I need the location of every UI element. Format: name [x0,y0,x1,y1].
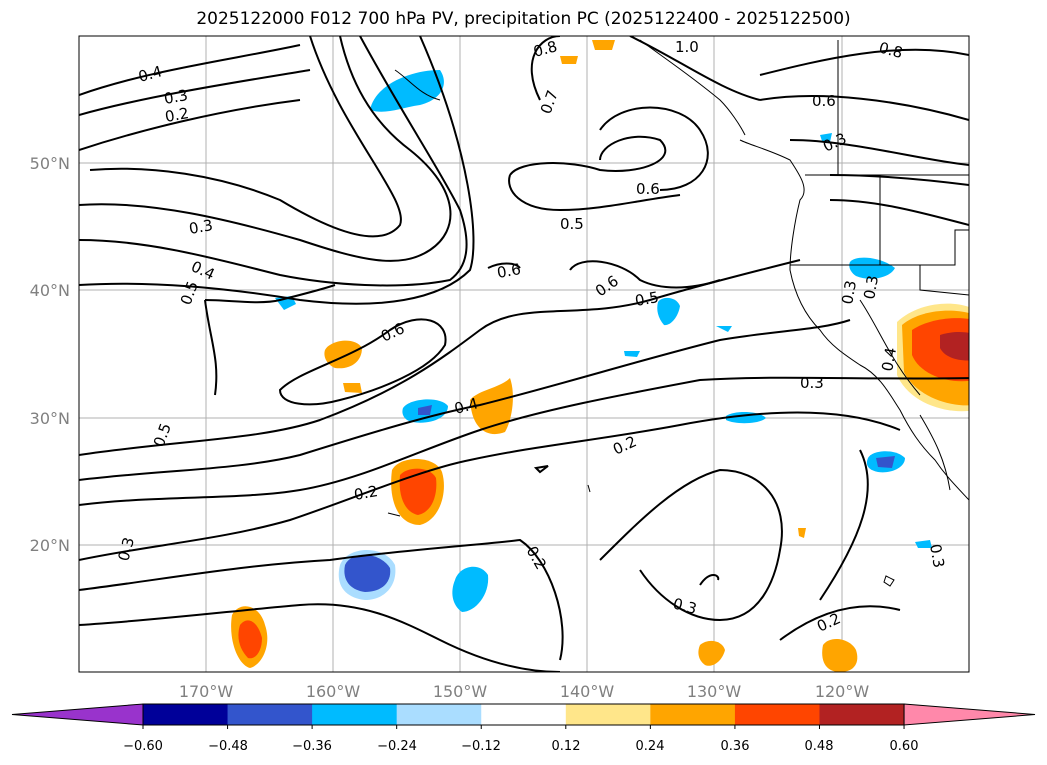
contour-label: 1.0 [675,38,699,56]
colorbar-segment [312,704,398,725]
contour-label: 0.8 [877,38,905,62]
contour-label: 0.2 [353,482,380,504]
lat-label: 30°N [30,409,70,428]
contour-label: 0.4 [136,62,164,86]
colorbar-segment [565,704,651,725]
colorbar-segment [481,704,567,725]
colorbar [11,703,1036,729]
colorbar-tick-label: 0.60 [890,739,919,754]
lon-label: 140°W [560,682,615,701]
colorbar-ticks: −0.60 −0.48 −0.36 −0.24 −0.12 0.12 0.24 … [123,739,918,754]
lat-label: 50°N [30,154,70,173]
colorbar-segment [227,704,313,725]
map-title: 2025122000 F012 700 hPa PV, precipitatio… [196,9,851,29]
contour-label: 0.8 [531,37,559,61]
colorbar-tick-label: −0.36 [292,739,332,754]
coastlines [387,39,969,587]
contour-label: 0.3 [926,543,948,570]
lon-label: 170°W [179,682,234,701]
contour-label: 0.6 [496,260,523,282]
contour-label: 0.5 [560,215,584,233]
lat-label: 40°N [30,281,70,300]
colorbar-tick-label: −0.12 [461,739,501,754]
colorbar-tick-label: 0.48 [805,739,834,754]
contour-label: 0.6 [636,180,660,198]
colorbar-tick-label: −0.24 [377,739,417,754]
colorbar-tick-label: 0.36 [721,739,750,754]
colorbar-segment [650,704,736,725]
lon-label: 160°W [306,682,361,701]
contour-label: 0.4 [452,394,480,418]
contour-label: 0.5 [634,288,661,310]
precip-shading [231,40,969,672]
colorbar-tick-label: −0.48 [208,739,248,754]
contour-label: 0.3 [800,374,824,392]
colorbar-tick-label: −0.60 [123,739,163,754]
map-frame [78,35,970,673]
lon-label: 120°W [815,682,870,701]
colorbar-extend-min [11,703,144,726]
contour-label: 0.3 [163,86,190,108]
colorbar-tick-label: 0.24 [636,739,665,754]
colorbar-tick-label: 0.12 [552,739,581,754]
contour-label: 0.4 [878,346,900,373]
colorbar-segment [396,704,482,725]
colorbar-frame [142,703,905,726]
colorbar-segment [819,704,905,725]
contour-label: 0.2 [164,104,191,126]
contour-label: 0.3 [838,279,860,306]
contour-label: 0.6 [812,92,836,110]
colorbar-segment [143,704,229,725]
contour-label: 0.3 [188,216,215,238]
contour-label: 0.3 [671,594,699,618]
lat-label: 20°N [30,536,70,555]
lon-labels: 170°W 160°W 150°W 140°W 130°W 120°W [179,682,870,701]
lon-label: 130°W [687,682,742,701]
colorbar-segment [734,704,820,725]
contour-label: 0.3 [114,535,138,563]
contour-label: 0.3 [860,274,882,301]
colorbar-extend-max [903,703,1036,726]
lon-label: 150°W [433,682,488,701]
lat-labels: 50°N 40°N 30°N 20°N [30,154,70,555]
